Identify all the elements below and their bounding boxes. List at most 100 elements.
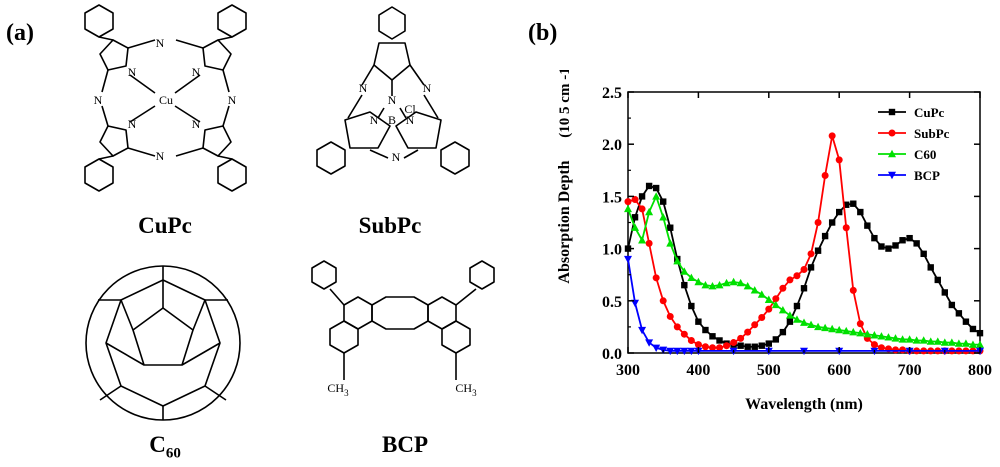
- data-point-c60: [673, 256, 682, 265]
- data-point-c60: [884, 333, 893, 341]
- legend-label-bcp: BCP: [914, 168, 940, 183]
- absorption-chart: 300 400 500 600 700 800 0.0 0.5 1.0 1.5 2.0 2.5 CuP…: [556, 70, 992, 413]
- subpc-n-inner-left: N: [370, 113, 379, 127]
- series-c60: [624, 192, 984, 348]
- legend-marker-bcp: [888, 171, 896, 180]
- data-point-bcp: [680, 347, 689, 356]
- data-point-c60: [701, 280, 710, 289]
- data-point-cupc: [906, 234, 913, 242]
- y-tick-label: 0.5: [602, 294, 622, 311]
- data-point-subpc: [701, 343, 709, 351]
- y-tick-label: 0.0: [602, 346, 622, 363]
- data-point-subpc: [821, 172, 829, 180]
- data-point-subpc: [680, 330, 688, 338]
- x-tick-label: 300: [616, 362, 640, 379]
- legend-item-cupc: CuPc: [878, 105, 945, 120]
- data-point-subpc: [694, 341, 702, 349]
- c60-label-sub: 60: [165, 445, 181, 462]
- data-point-subpc: [835, 156, 843, 164]
- data-point-subpc: [638, 205, 646, 213]
- subpc-b-atom: B: [388, 113, 396, 127]
- data-point-cupc: [941, 289, 948, 296]
- data-point-subpc: [828, 132, 836, 140]
- data-point-cupc: [857, 208, 864, 216]
- subpc-n-left: N: [359, 81, 368, 95]
- subpc-structure: [316, 6, 470, 175]
- cupc-n-left: N: [94, 93, 103, 107]
- data-point-c60: [905, 335, 914, 343]
- data-point-cupc: [652, 184, 660, 192]
- subpc-n-inner-right: N: [406, 113, 415, 127]
- data-point-c60: [919, 336, 928, 344]
- data-point-subpc: [870, 341, 878, 349]
- data-point-subpc: [659, 297, 667, 305]
- data-point-cupc: [688, 302, 695, 310]
- x-tick-label: 600: [827, 362, 851, 379]
- legend-label-c60: C60: [914, 147, 936, 162]
- cupc-n-top: N: [156, 36, 165, 50]
- legend-label-subpc: SubPc: [914, 126, 950, 141]
- data-point-subpc: [793, 272, 801, 280]
- panel-b-label: (b): [528, 20, 558, 46]
- data-point-subpc: [842, 224, 850, 232]
- data-point-subpc: [730, 339, 738, 347]
- cupc-structure: [84, 4, 247, 192]
- data-point-cupc: [786, 318, 794, 325]
- data-point-c60: [778, 305, 787, 314]
- data-point-cupc: [638, 193, 646, 200]
- data-point-cupc: [828, 219, 836, 226]
- data-point-cupc: [793, 302, 801, 310]
- data-point-c60: [631, 223, 640, 231]
- data-point-cupc: [976, 329, 984, 337]
- data-point-cupc: [899, 237, 906, 244]
- data-point-cupc: [807, 264, 815, 271]
- data-point-subpc: [765, 305, 773, 313]
- data-point-cupc: [702, 326, 709, 334]
- data-point-c60: [764, 295, 773, 303]
- data-point-cupc: [920, 250, 927, 258]
- data-point-c60: [757, 290, 766, 298]
- c60-label: C60: [135, 432, 195, 463]
- data-point-cupc: [631, 214, 639, 221]
- data-point-c60: [814, 322, 823, 331]
- data-point-cupc: [955, 310, 963, 317]
- data-point-c60: [828, 324, 837, 333]
- legend-item-bcp: BCP: [878, 168, 940, 183]
- y-tick-label: 2.5: [602, 85, 622, 102]
- cupc-n-inner-4: N: [192, 117, 201, 131]
- data-point-subpc: [786, 276, 794, 284]
- data-point-c60: [954, 339, 963, 347]
- data-point-bcp: [687, 347, 696, 356]
- data-point-cupc: [779, 328, 787, 336]
- x-tick-label: 500: [757, 362, 781, 379]
- data-point-cupc: [934, 276, 941, 284]
- data-point-c60: [926, 337, 935, 345]
- data-point-cupc: [744, 343, 751, 350]
- data-point-c60: [624, 204, 632, 213]
- data-point-subpc: [758, 314, 766, 322]
- molecule-structures: N N N N N N N N Cu N N N N N N B Cl CH3 …: [84, 4, 495, 421]
- cupc-n-right: N: [228, 93, 237, 107]
- y-axis-unit: (10 5 cm -1): [557, 70, 573, 138]
- data-point-c60: [912, 336, 921, 344]
- data-point-subpc: [814, 219, 822, 226]
- data-point-cupc: [751, 343, 758, 350]
- data-point-cupc: [758, 342, 765, 349]
- cupc-n-inner-3: N: [128, 117, 137, 131]
- bcp-structure: [311, 260, 495, 380]
- subpc-cl-atom: Cl: [404, 102, 416, 116]
- data-point-cupc: [716, 337, 723, 344]
- data-point-cupc: [821, 232, 829, 240]
- data-point-subpc: [779, 284, 787, 292]
- data-point-cupc: [772, 336, 780, 343]
- data-point-c60: [863, 330, 872, 338]
- data-point-cupc: [871, 234, 878, 242]
- data-point-c60: [842, 326, 851, 335]
- y-tick-label: 2.0: [602, 137, 622, 154]
- data-point-c60: [722, 278, 731, 287]
- data-point-subpc: [744, 328, 752, 336]
- data-point-c60: [638, 236, 647, 244]
- series-cupc: [624, 182, 984, 350]
- data-point-cupc: [660, 198, 667, 205]
- data-point-c60: [694, 277, 703, 286]
